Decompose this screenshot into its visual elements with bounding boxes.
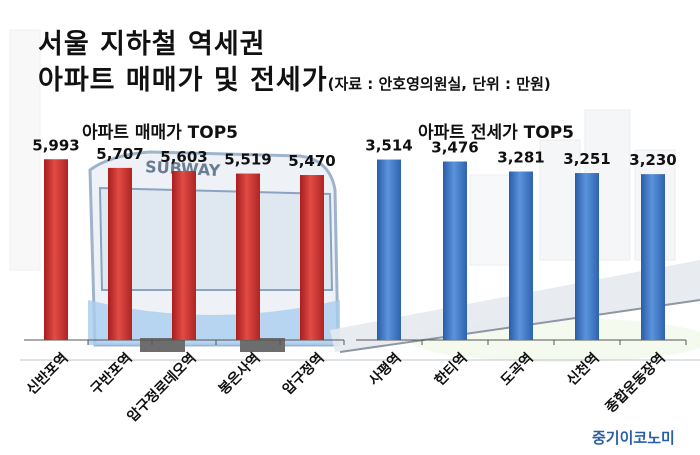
jeonse-chart-title: 아파트 전세가 TOP5 — [418, 123, 575, 143]
sale-bar — [300, 175, 324, 340]
jeonse-value-label: 3,476 — [431, 139, 478, 157]
sale-value-label: 5,470 — [288, 152, 335, 170]
title-main: 아파트 매매가 및 전세가 — [38, 65, 328, 96]
source-note: (자료 : 안호영의원실, 단위 : 만원) — [327, 75, 551, 93]
jeonse-price-chart: 3,514사평역3,476한티역3,281도곡역3,251신천역3,230종합운… — [356, 137, 687, 416]
jeonse-bar — [377, 159, 401, 340]
sale-value-label: 5,603 — [160, 148, 207, 166]
sale-bar — [44, 159, 68, 340]
sale-value-label: 5,993 — [32, 136, 79, 154]
sale-bar — [108, 167, 132, 340]
sale-category-label: 구반포역 — [87, 350, 135, 398]
sale-value-label: 5,519 — [224, 151, 271, 169]
title-line2: 아파트 매매가 및 전세가(자료 : 안호영의원실, 단위 : 만원) — [38, 58, 551, 97]
sale-category-label: 압구정역 — [279, 350, 327, 398]
sale-category-label: 압구정로데오역 — [124, 350, 200, 426]
jeonse-category-label: 사평역 — [365, 350, 404, 389]
sale-bar — [172, 171, 196, 340]
jeonse-bar — [443, 161, 467, 340]
title-line1: 서울 지하철 역세권 — [38, 29, 266, 60]
subway-train-illustration: SUBWAY — [20, 150, 700, 361]
jeonse-value-label: 3,514 — [365, 137, 412, 155]
jeonse-bar — [575, 173, 599, 340]
brand-logo-text: 중기이코노미 — [592, 429, 675, 447]
sale-category-label: 봉은사역 — [215, 350, 263, 398]
jeonse-bar — [641, 174, 665, 340]
sale-bar — [236, 173, 260, 340]
sale-chart-title: 아파트 매매가 TOP5 — [82, 123, 239, 143]
jeonse-value-label: 3,230 — [629, 151, 676, 169]
sale-category-label: 신반포역 — [23, 350, 71, 398]
train-sign-text: SUBWAY — [145, 157, 222, 180]
jeonse-bar — [509, 171, 533, 340]
sale-value-label: 5,707 — [96, 145, 143, 163]
jeonse-value-label: 3,281 — [497, 149, 544, 167]
jeonse-value-label: 3,251 — [563, 150, 610, 168]
